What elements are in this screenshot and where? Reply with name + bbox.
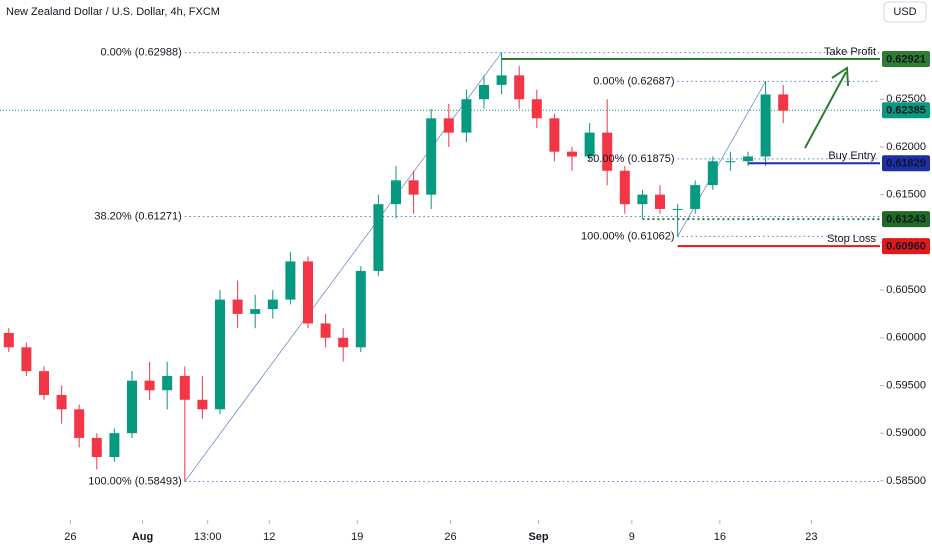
candle-body [373,204,384,271]
candle-body [21,347,32,372]
candle-body [303,261,313,324]
x-tick-label: 26 [64,531,76,543]
candle-body [232,299,243,314]
fib-label: 100.00% (0.61062) [581,230,675,242]
candle-body [355,270,366,348]
candle-body [778,94,789,111]
fib-label: 100.00% (0.58493) [88,475,182,487]
fib-label: 0.00% (0.62988) [100,47,181,59]
candle-body [443,118,454,133]
candle-body [584,132,595,157]
trade-level-name: Take Profit [824,46,876,58]
candle-body [426,118,437,195]
trade-level-name: Stop Loss [827,233,876,245]
candle-body [479,84,489,100]
fib-label: 50.00% (0.61875) [587,153,674,165]
candle-body [672,208,683,210]
price-badge-label: 0.62921 [886,53,926,65]
candle-body [602,132,613,171]
currency-label: USD [893,6,916,18]
price-badge [882,211,930,228]
candle-body [197,399,208,410]
candle-body [743,156,753,162]
price-badge [882,51,930,68]
x-tick-label: 12 [263,531,275,543]
candle-body [215,299,225,410]
price-badge-label: 0.61243 [886,214,926,226]
price-badge [882,102,930,119]
candle-body [179,375,190,400]
candle-body [109,433,120,458]
candle-body [707,161,718,186]
x-tick-label: 16 [714,531,726,543]
candle-body [760,94,771,157]
x-tick-label: 19 [351,531,363,543]
candle-body [461,99,472,133]
price-badge [882,155,930,172]
candle-body [655,194,665,209]
x-tick-label: Sep [528,531,548,543]
chart-title: New Zealand Dollar / U.S. Dollar, 4h, FX… [6,6,220,18]
candle-body [144,380,155,391]
x-tick-label: 13:00 [194,531,222,543]
y-tick-label: 0.62000 [886,141,926,153]
price-badge-label: 0.62385 [886,105,926,117]
candle-body [285,261,296,300]
candle-body [91,437,102,458]
candle-body [408,180,419,195]
fib-label: 38.20% (0.61271) [94,210,181,222]
candle-body [514,75,525,100]
y-tick-label: 0.58500 [886,475,926,487]
currency-button[interactable] [883,1,927,23]
candle-body [267,299,278,310]
candle-body [320,323,331,338]
y-tick-label: 0.60000 [886,332,926,344]
candle-body [127,380,137,434]
candle-body [250,309,261,314]
x-tick-label: Aug [132,531,153,543]
fib-label: 0.00% (0.62687) [593,75,674,87]
y-tick-label: 0.59500 [886,379,926,391]
candle-body [39,371,49,396]
candle-body [690,185,701,209]
candle-body [496,75,507,85]
x-tick-label: 26 [444,531,456,543]
target-arrow [804,66,849,149]
candle-body [391,180,401,205]
y-tick-label: 0.60500 [886,284,926,296]
candle-body [549,118,560,152]
price-badge [882,238,930,255]
candle-body [567,151,577,157]
candle-body [56,395,67,410]
candle-body [74,409,85,438]
y-tick-label: 0.61500 [886,189,926,201]
x-tick-label: 9 [629,531,635,543]
candle-body [338,337,349,348]
candle-body [162,375,173,391]
y-tick-label: 0.59000 [886,427,926,439]
candle-body [619,170,630,205]
x-tick-label: 23 [805,531,817,543]
candle-body [637,194,648,205]
fib-trendline [677,81,766,237]
candle-body [3,332,14,348]
y-tick-label: 0.62500 [886,93,926,105]
price-badge-label: 0.60960 [886,241,926,253]
price-badge-label: 0.61829 [886,158,926,170]
trade-level-name: Buy Entry [828,150,876,162]
candle-body [725,161,736,163]
candle-body [531,99,542,119]
